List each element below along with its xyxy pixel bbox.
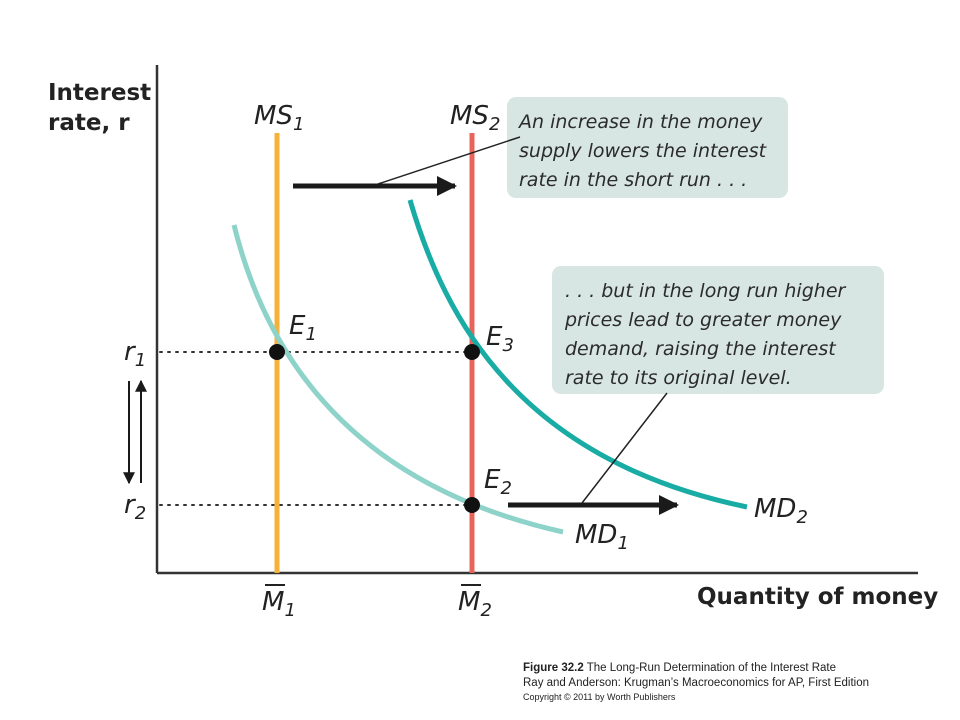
figure-title: The Long-Run Determination of the Intere… — [586, 662, 837, 674]
long-run-callout-line3: demand, raising the interest — [565, 338, 837, 360]
caption-copyright: Copyright © 2011 by Worth Publishers — [523, 692, 676, 702]
caption-source: Ray and Anderson: Krugman’s Macroeconomi… — [523, 677, 870, 689]
short-run-callout-line1: An increase in the money — [517, 111, 763, 133]
long-run-callout-line4: rate to its original level. — [565, 367, 792, 389]
e3-label: E3 — [486, 322, 514, 356]
figure-caption: Figure 32.2 The Long-Run Determination o… — [523, 661, 943, 704]
short-run-callout-line3: rate in the short run . . . — [519, 169, 747, 191]
x-axis-label: Quantity of money — [697, 584, 938, 610]
equilibrium-point-e3 — [464, 344, 480, 360]
md1-label: MD1 — [575, 520, 629, 554]
m2-tick-label: M2 — [458, 587, 492, 621]
equilibrium-point-e1 — [269, 344, 285, 360]
short-run-callout-pointer — [377, 136, 521, 185]
short-run-callout-line2: supply lowers the interest — [519, 140, 768, 162]
y-axis-label-line2: rate, r — [48, 110, 130, 136]
long-run-callout-line2: prices lead to greater money — [564, 309, 842, 331]
caption-title-line: Figure 32.2 The Long-Run Determination o… — [523, 661, 943, 676]
long-run-callout-pointer — [581, 392, 668, 504]
md2-curve — [407, 199, 748, 510]
y-axis-label-line1: Interest — [48, 80, 151, 106]
r1-tick-label: r1 — [124, 337, 146, 371]
md1-curve — [231, 224, 564, 535]
e2-label: E2 — [484, 465, 512, 499]
ms2-label: MS2 — [450, 101, 500, 135]
long-run-callout-box — [552, 266, 884, 394]
r2-tick-label: r2 — [124, 490, 146, 524]
short-run-callout-box — [507, 97, 788, 198]
ms1-label: MS1 — [254, 101, 304, 135]
equilibrium-point-e2 — [464, 497, 480, 513]
long-run-callout-line1: . . . but in the long run higher — [565, 280, 847, 302]
figure-number: Figure 32.2 — [523, 662, 584, 674]
md2-label: MD2 — [754, 494, 808, 528]
m1-tick-label: M1 — [262, 587, 296, 621]
e1-label: E1 — [289, 311, 317, 345]
